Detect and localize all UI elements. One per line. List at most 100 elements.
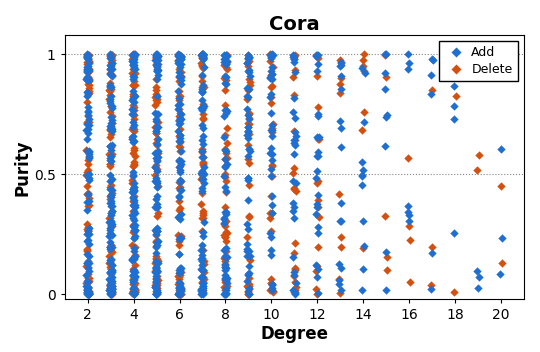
Point [427, 91, 435, 96]
Point [266, 74, 274, 79]
Point [82, 172, 91, 178]
Point [199, 261, 208, 267]
Point [245, 146, 253, 151]
Point [131, 253, 139, 259]
Point [130, 112, 138, 118]
Point [405, 61, 414, 66]
Point [381, 52, 389, 57]
Point [152, 232, 160, 238]
Point [199, 176, 207, 182]
Point [106, 269, 114, 275]
Point [85, 68, 93, 74]
Point [381, 143, 389, 149]
Point [245, 281, 253, 287]
Point [244, 161, 253, 166]
Point [130, 282, 139, 288]
Point [83, 231, 92, 237]
Point [83, 291, 91, 297]
Point [267, 129, 276, 135]
Point [291, 265, 300, 271]
Point [245, 146, 254, 152]
Point [359, 219, 368, 224]
Point [222, 108, 231, 114]
Point [83, 148, 92, 153]
Point [244, 176, 252, 181]
Point [199, 103, 208, 109]
Point [198, 56, 207, 62]
Point [153, 285, 161, 291]
Point [84, 231, 92, 237]
Point [175, 242, 184, 248]
Point [107, 242, 116, 248]
Point [268, 121, 277, 127]
Point [129, 266, 137, 272]
Point [153, 242, 161, 248]
Point [131, 222, 139, 228]
Point [450, 103, 458, 108]
Point [83, 56, 91, 61]
Point [176, 291, 184, 297]
Point [105, 240, 114, 245]
Point [129, 288, 137, 294]
Point [266, 230, 274, 236]
Point [106, 84, 114, 90]
Point [198, 62, 207, 68]
Point [151, 76, 160, 82]
Point [290, 67, 299, 73]
Point [267, 64, 276, 70]
Point [245, 110, 253, 116]
Point [175, 143, 184, 149]
Point [108, 73, 117, 79]
Point [174, 95, 183, 101]
Point [83, 248, 91, 254]
Point [175, 185, 184, 191]
Point [335, 191, 343, 197]
Point [291, 279, 300, 284]
Point [151, 102, 160, 108]
Point [404, 67, 413, 72]
Point [314, 230, 323, 236]
Point [107, 274, 116, 279]
Point [107, 270, 116, 276]
Point [174, 237, 183, 242]
Point [83, 136, 92, 142]
Point [130, 78, 139, 84]
Point [131, 253, 139, 258]
Y-axis label: Purity: Purity [13, 139, 31, 195]
Point [244, 291, 253, 297]
Point [106, 198, 115, 204]
Point [313, 52, 321, 57]
Point [174, 107, 183, 112]
Point [404, 209, 413, 215]
Point [199, 159, 207, 165]
Point [177, 158, 185, 164]
Point [84, 289, 92, 294]
Point [289, 55, 298, 60]
Point [128, 137, 137, 142]
Point [198, 252, 207, 258]
Point [267, 210, 276, 215]
Point [82, 127, 91, 133]
Point [267, 234, 275, 240]
Point [106, 86, 115, 91]
Point [107, 131, 116, 137]
Point [177, 53, 185, 59]
Point [107, 188, 116, 193]
Point [107, 291, 116, 296]
Point [199, 229, 207, 234]
Point [130, 145, 138, 151]
Point [176, 140, 185, 145]
Point [129, 112, 137, 117]
Point [130, 291, 139, 297]
Point [174, 207, 183, 213]
Point [199, 287, 207, 293]
Point [106, 282, 114, 288]
Point [473, 268, 482, 274]
Point [245, 111, 253, 117]
Point [152, 156, 160, 161]
Point [128, 70, 137, 76]
Point [84, 52, 92, 57]
Point [404, 223, 413, 229]
Point [177, 57, 185, 62]
Point [152, 54, 160, 59]
